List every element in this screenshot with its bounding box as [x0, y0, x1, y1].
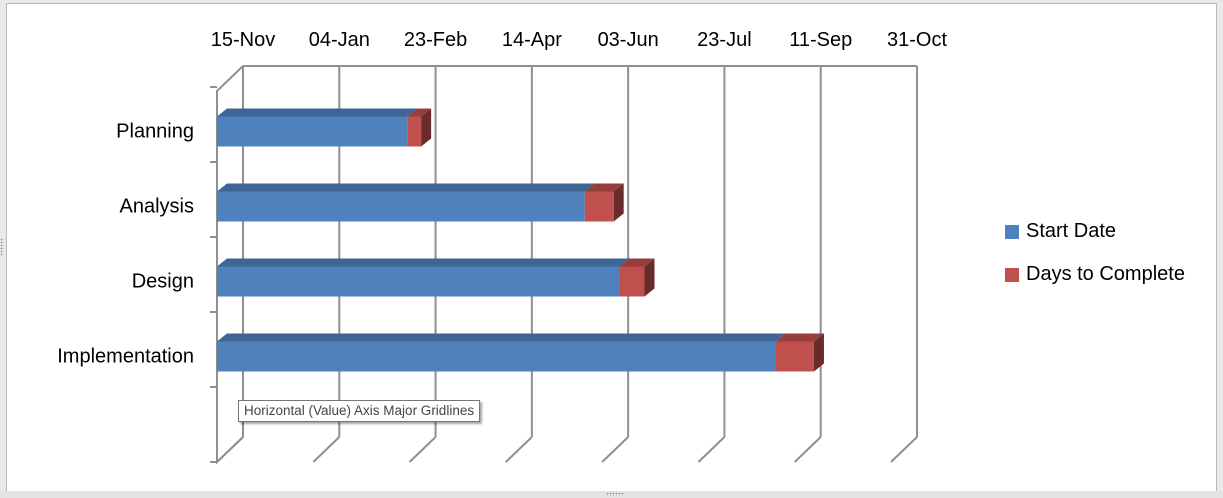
x-tick-label: 03-Jun: [598, 29, 659, 51]
legend-swatch-days-to-complete: [1005, 267, 1019, 282]
bar-days-to-complete-top: [407, 108, 432, 117]
chart-area[interactable]: [6, 3, 1217, 493]
bar-days-to-complete: [407, 116, 422, 147]
bar-implementation[interactable]: [217, 333, 824, 372]
bottom-resize-handle[interactable]: [606, 492, 624, 496]
bar-days-to-complete-top: [619, 258, 655, 267]
bar-start-date: [217, 341, 776, 372]
gridline-floor: [794, 436, 822, 463]
x-tick-label: 15-Nov: [211, 29, 275, 51]
x-tick-label: 23-Feb: [404, 29, 467, 51]
bar-start-date: [217, 116, 408, 147]
bar-analysis[interactable]: [217, 183, 624, 222]
gridline-floor: [505, 436, 533, 463]
bar-start-date-top: [217, 108, 418, 117]
bar-days-to-complete-side: [644, 258, 655, 297]
x-tick-label: 04-Jan: [309, 29, 370, 51]
gridline-floor: [216, 436, 244, 463]
legend-swatch-start-date: [1005, 224, 1019, 239]
bar-start-date-top: [217, 333, 786, 342]
x-tick-label: 31-Oct: [887, 29, 947, 51]
gridline-floor: [408, 436, 437, 463]
bar-days-to-complete: [619, 266, 645, 297]
gridline-floor: [890, 436, 918, 463]
gridline-floor: [601, 436, 629, 463]
legend[interactable]: Start Date Days to Complete: [1005, 210, 1185, 296]
bar-days-to-complete: [775, 341, 814, 372]
category-label-design: Design: [132, 271, 194, 293]
category-label-analysis: Analysis: [120, 196, 194, 218]
x-tick-label: 14-Apr: [502, 29, 562, 51]
legend-item-start-date[interactable]: Start Date: [1005, 210, 1185, 253]
x-tick-label: 11-Sep: [789, 29, 852, 51]
bars[interactable]: [217, 108, 824, 372]
left-resize-handle[interactable]: [0, 238, 4, 256]
x-axis-tick-labels: 15-Nov 04-Jan 23-Feb 14-Apr 03-Jun 23-Jul 11-S…: [211, 29, 948, 51]
gridline-floor: [697, 436, 726, 463]
bar-start-date: [217, 266, 620, 297]
bar-start-date: [217, 191, 585, 222]
gridlines-tooltip: Horizontal (Value) Axis Major Gridlines: [238, 400, 481, 422]
bar-days-to-complete: [584, 191, 614, 222]
bar-days-to-complete-top: [584, 183, 624, 192]
legend-item-days-to-complete[interactable]: Days to Complete: [1005, 253, 1185, 296]
bar-days-to-complete-side: [421, 108, 432, 147]
bar-days-to-complete-top: [775, 333, 824, 342]
bar-days-to-complete-side: [613, 183, 624, 222]
bar-design[interactable]: [217, 258, 655, 297]
bar-start-date-top: [217, 258, 630, 267]
category-label-implementation: Implementation: [57, 346, 194, 368]
x-tick-label: 23-Jul: [697, 29, 751, 51]
bar-planning[interactable]: [217, 108, 432, 147]
gridline-floor: [312, 436, 340, 463]
legend-label-days-to-complete: Days to Complete: [1026, 263, 1185, 285]
bar-days-to-complete-side: [813, 333, 824, 372]
bar-start-date-top: [217, 183, 595, 192]
y-axis-category-labels: Planning Analysis Design Implementation: [57, 121, 194, 368]
legend-label-start-date: Start Date: [1026, 220, 1117, 242]
category-label-planning: Planning: [116, 121, 194, 143]
